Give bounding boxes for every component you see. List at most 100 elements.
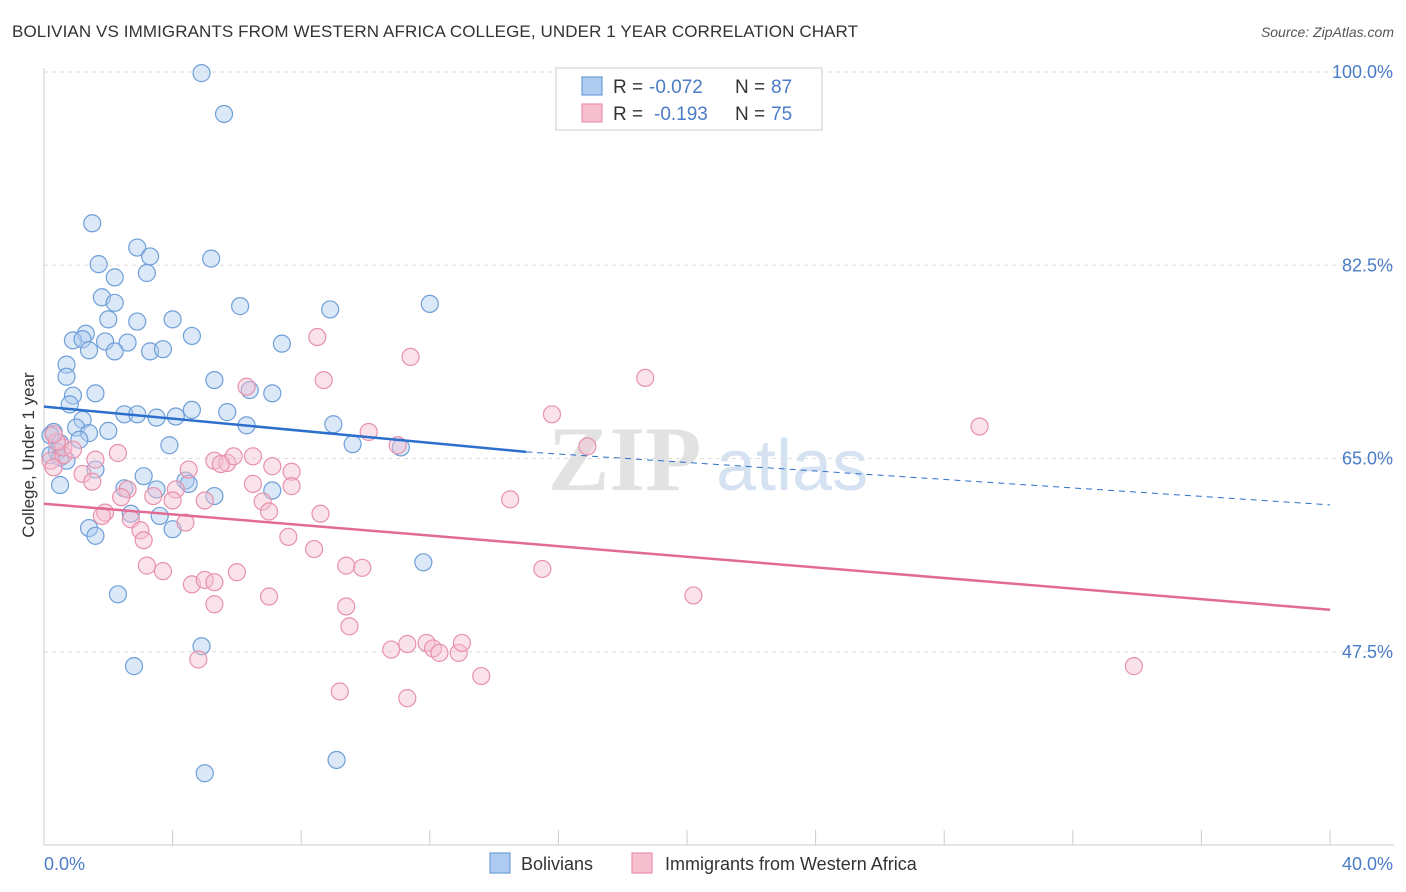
data-point-western-africa [311, 504, 330, 523]
data-point-western-africa [237, 377, 256, 396]
data-point-bolivians [57, 367, 76, 386]
data-point-western-africa [398, 689, 417, 708]
data-point-bolivians [272, 334, 292, 353]
data-point-bolivians [89, 255, 108, 274]
data-point-bolivians [124, 657, 144, 676]
data-point-bolivians [86, 526, 105, 545]
data-point-bolivians [420, 294, 439, 313]
data-point-western-africa [279, 527, 298, 547]
data-point-western-africa [144, 486, 163, 506]
x-tick-label: 40.0% [1342, 854, 1393, 874]
data-point-western-africa [131, 521, 150, 540]
data-point-western-africa [472, 666, 491, 686]
legend-r-value-2: -0.193 [654, 104, 708, 125]
data-point-western-africa [163, 491, 182, 510]
data-point-bolivians [99, 310, 118, 329]
data-point-western-africa [134, 531, 153, 550]
data-point-bolivians [160, 436, 179, 455]
data-point-western-africa [112, 488, 131, 507]
data-point-bolivians [218, 403, 237, 422]
data-point-western-africa [44, 425, 63, 444]
legend-top: R = -0.072 N = 87 R = -0.193 N = 75 [555, 67, 823, 131]
source-credit: Source: ZipAtlas.com [1260, 24, 1394, 40]
data-point-bolivians [231, 297, 250, 316]
series-bolivians-points [41, 64, 439, 783]
data-point-bolivians [137, 263, 156, 283]
data-point-western-africa [542, 405, 562, 424]
legend-r-value-1: -0.072 [649, 77, 703, 98]
data-point-bolivians [63, 331, 83, 350]
data-point-bolivians [128, 238, 147, 257]
data-point-western-africa [189, 650, 208, 669]
data-point-western-africa [340, 617, 359, 636]
data-point-bolivians [327, 750, 346, 770]
data-point-bolivians [205, 486, 224, 506]
data-point-western-africa [243, 474, 263, 493]
data-point-western-africa [176, 513, 195, 532]
data-point-bolivians [79, 424, 99, 443]
data-point-bolivians [105, 293, 124, 312]
data-point-bolivians [70, 430, 89, 449]
data-point-bolivians [105, 268, 124, 287]
data-point-bolivians [163, 310, 182, 329]
series-western-africa-points [41, 327, 1143, 708]
data-point-bolivians [73, 330, 92, 349]
data-point-western-africa [308, 327, 327, 347]
data-point-western-africa [259, 587, 279, 606]
data-point-western-africa [73, 464, 92, 484]
data-point-western-africa [227, 563, 246, 582]
x-tick-labels: 0.0% 40.0% [44, 854, 1393, 874]
data-point-bolivians [166, 407, 185, 426]
data-point-bolivians [263, 384, 282, 403]
data-point-bolivians [205, 370, 224, 390]
data-point-western-africa [430, 643, 449, 662]
y-tick-label: 65.0% [1342, 449, 1393, 469]
data-point-bolivians [50, 475, 70, 495]
data-point-bolivians [182, 400, 201, 420]
y-tick-label: 82.5% [1342, 255, 1393, 275]
legend-bottom-label-bolivians: Bolivians [521, 854, 593, 874]
data-point-western-africa [166, 480, 185, 499]
data-point-bolivians [321, 300, 340, 319]
data-point-western-africa [970, 417, 989, 436]
legend-swatch-western-africa [581, 103, 603, 123]
data-point-western-africa [533, 559, 552, 579]
data-point-western-africa [44, 458, 63, 477]
data-point-western-africa [337, 556, 356, 575]
data-point-western-africa [263, 457, 282, 476]
data-point-bolivians [192, 64, 211, 83]
y-axis-title: College, Under 1 year [19, 372, 38, 538]
data-point-western-africa [282, 462, 301, 481]
data-point-western-africa [63, 440, 83, 459]
data-point-western-africa [179, 460, 198, 479]
data-point-western-africa [83, 472, 102, 491]
y-tick-label: 47.5% [1342, 642, 1393, 662]
data-point-bolivians [414, 553, 433, 572]
axes [43, 68, 1394, 846]
data-point-western-africa [243, 447, 263, 466]
data-point-western-africa [353, 558, 372, 577]
legend-bottom: Bolivians Immigrants from Western Africa [489, 852, 918, 874]
data-point-bolivians [343, 435, 362, 454]
data-point-western-africa [304, 539, 324, 559]
data-point-western-africa [153, 562, 173, 581]
data-point-western-africa [401, 347, 420, 367]
data-point-bolivians [150, 506, 169, 526]
data-point-western-africa [282, 477, 301, 496]
data-point-western-africa [205, 573, 224, 592]
data-point-bolivians [95, 332, 115, 351]
data-point-bolivians [134, 467, 153, 486]
data-point-western-africa [382, 640, 401, 659]
data-point-bolivians [83, 214, 102, 233]
data-point-western-africa [205, 595, 224, 614]
data-point-bolivians [99, 421, 118, 440]
data-point-bolivians [195, 764, 214, 783]
data-point-western-africa [1124, 657, 1143, 676]
data-point-western-africa [218, 453, 237, 473]
chart-title: BOLIVIAN VS IMMIGRANTS FROM WESTERN AFRI… [12, 22, 859, 41]
data-point-western-africa [137, 556, 156, 575]
data-point-western-africa [398, 634, 417, 654]
legend-n-value-1: 87 [771, 77, 792, 98]
legend-bottom-swatch-western-africa [631, 852, 653, 874]
